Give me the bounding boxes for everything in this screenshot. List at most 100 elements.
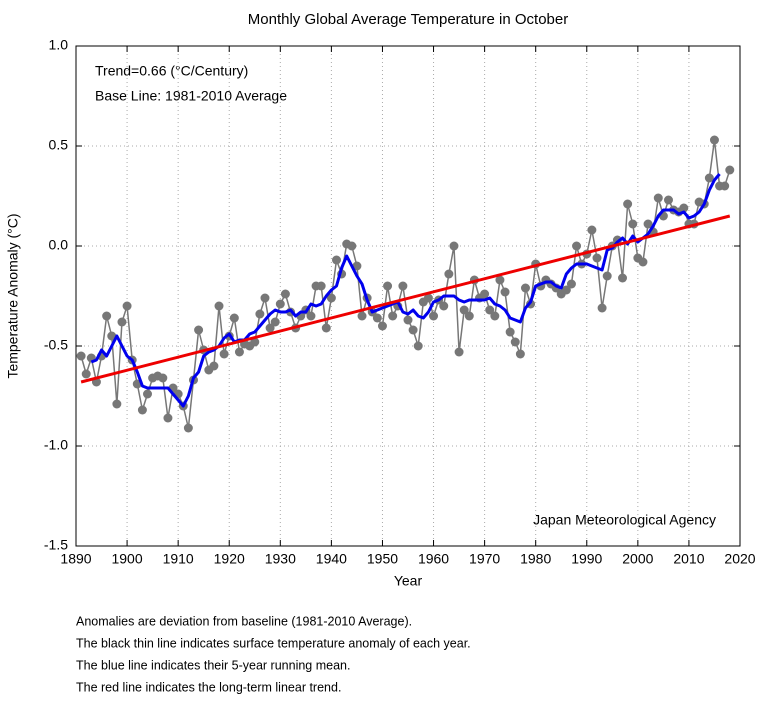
- note: The blue line indicates their 5-year run…: [76, 658, 350, 672]
- data-point: [572, 241, 582, 251]
- data-point: [219, 349, 229, 359]
- data-point: [505, 327, 515, 337]
- data-point: [449, 241, 459, 251]
- data-point: [454, 347, 464, 357]
- data-point: [107, 331, 117, 341]
- data-point: [265, 323, 275, 333]
- data-point: [510, 337, 520, 347]
- data-point: [561, 285, 571, 295]
- note: The red line indicates the long-term lin…: [76, 680, 341, 694]
- data-point: [413, 341, 423, 351]
- data-point: [112, 399, 122, 409]
- data-point: [408, 325, 418, 335]
- x-tick-label: 2020: [724, 551, 755, 567]
- data-point: [352, 261, 362, 271]
- data-point: [326, 293, 336, 303]
- data-point: [331, 255, 341, 265]
- annotation: Trend=0.66 (°C/Century): [95, 63, 248, 79]
- y-tick-label: -0.5: [44, 337, 68, 353]
- data-point: [255, 309, 265, 319]
- data-point: [464, 311, 474, 321]
- annotation: Base Line: 1981-2010 Average: [95, 88, 287, 104]
- data-point: [704, 173, 714, 183]
- data-point: [515, 349, 525, 359]
- data-point: [260, 293, 270, 303]
- data-point: [618, 273, 628, 283]
- data-point: [214, 301, 224, 311]
- running-mean-line: [90, 173, 721, 408]
- data-point: [587, 225, 597, 235]
- data-point: [143, 389, 153, 399]
- data-point: [423, 293, 433, 303]
- data-point: [321, 323, 331, 333]
- data-point: [76, 351, 86, 361]
- data-point: [81, 369, 91, 379]
- x-tick-label: 1890: [60, 551, 91, 567]
- data-point: [709, 135, 719, 145]
- note: The black thin line indicates surface te…: [76, 636, 471, 650]
- data-point: [679, 203, 689, 213]
- data-point: [316, 281, 326, 291]
- data-point: [628, 219, 638, 229]
- x-tick-label: 1970: [469, 551, 500, 567]
- plot-frame: [75, 45, 741, 547]
- data-point: [663, 195, 673, 205]
- data-point: [566, 279, 576, 289]
- data-point: [403, 315, 413, 325]
- data-point: [372, 313, 382, 323]
- data-point: [439, 301, 449, 311]
- data-point: [638, 257, 648, 267]
- data-point: [102, 311, 112, 321]
- data-point: [520, 283, 530, 293]
- data-point: [725, 165, 735, 175]
- x-tick-label: 1910: [163, 551, 194, 567]
- data-point: [643, 219, 653, 229]
- data-point: [137, 405, 147, 415]
- data-point: [117, 317, 127, 327]
- x-tick-label: 2000: [622, 551, 653, 567]
- x-tick-label: 2010: [673, 551, 704, 567]
- data-point: [612, 235, 622, 245]
- data-point: [250, 337, 260, 347]
- data-point: [485, 305, 495, 315]
- x-tick-label: 1960: [418, 551, 449, 567]
- data-point: [183, 423, 193, 433]
- data-point: [653, 193, 663, 203]
- x-tick-label: 1950: [367, 551, 398, 567]
- data-point: [163, 413, 173, 423]
- data-point: [720, 181, 730, 191]
- x-axis-label: Year: [394, 573, 423, 589]
- data-point: [306, 311, 316, 321]
- y-tick-label: -1.0: [44, 437, 68, 453]
- note: Anomalies are deviation from baseline (1…: [76, 614, 412, 628]
- data-point: [383, 281, 393, 291]
- y-axis-label: Temperature Anomaly (°C): [5, 213, 21, 378]
- x-tick-label: 1930: [265, 551, 296, 567]
- y-tick-label: 0.0: [49, 237, 69, 253]
- chart-title: Monthly Global Average Temperature in Oc…: [248, 11, 568, 28]
- data-point: [459, 305, 469, 315]
- data-point: [623, 199, 633, 209]
- data-point: [234, 347, 244, 357]
- data-point: [429, 311, 439, 321]
- data-point: [229, 313, 239, 323]
- data-point: [280, 289, 290, 299]
- data-point: [275, 299, 285, 309]
- data-point: [602, 271, 612, 281]
- data-point: [377, 321, 387, 331]
- data-point: [388, 311, 398, 321]
- data-point: [398, 281, 408, 291]
- data-point: [592, 253, 602, 263]
- data-point: [347, 241, 357, 251]
- y-tick-label: 1.0: [49, 37, 69, 53]
- data-point: [158, 373, 168, 383]
- data-point: [480, 289, 490, 299]
- x-tick-label: 1920: [214, 551, 245, 567]
- data-point: [270, 317, 280, 327]
- data-point: [597, 303, 607, 313]
- data-point: [357, 311, 367, 321]
- data-point: [209, 361, 219, 371]
- data-point: [444, 269, 454, 279]
- x-tick-label: 1990: [571, 551, 602, 567]
